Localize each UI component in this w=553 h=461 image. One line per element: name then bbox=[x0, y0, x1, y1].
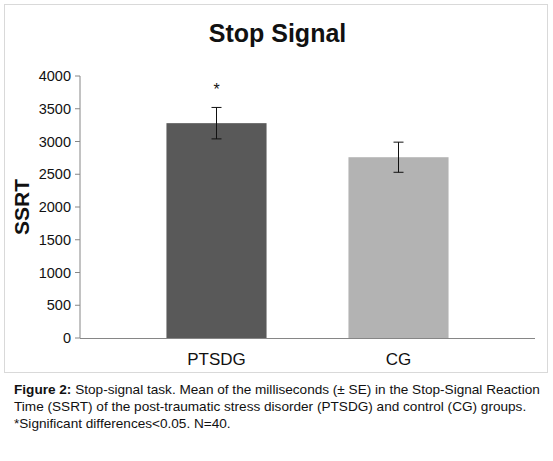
y-tick bbox=[75, 108, 80, 109]
x-tick-label: CG bbox=[386, 350, 412, 369]
y-axis-label: SSRT bbox=[10, 179, 33, 235]
x-axis bbox=[80, 338, 535, 339]
y-tick bbox=[75, 207, 80, 208]
y-tick bbox=[75, 305, 80, 306]
y-tick-label: 500 bbox=[47, 297, 71, 313]
error-bar bbox=[216, 107, 217, 138]
error-cap bbox=[394, 142, 404, 143]
title: Stop Signal bbox=[209, 19, 347, 47]
error-cap bbox=[212, 107, 222, 108]
y-tick-label: 0 bbox=[63, 330, 71, 346]
y-tick bbox=[75, 76, 80, 77]
y-tick bbox=[75, 272, 80, 273]
caption-label: Figure 2: bbox=[14, 382, 71, 397]
y-axis bbox=[80, 76, 81, 338]
y-tick-label: 3000 bbox=[39, 134, 71, 150]
y-tick-label: 3500 bbox=[39, 101, 71, 117]
y-tick-label: 2500 bbox=[39, 166, 71, 182]
y-tick bbox=[75, 338, 80, 339]
x-tick-label: PTSDG bbox=[187, 350, 246, 369]
error-bar bbox=[398, 142, 399, 172]
bar bbox=[348, 157, 448, 338]
y-tick-label: 1000 bbox=[39, 265, 71, 281]
error-cap bbox=[394, 172, 404, 173]
y-tick bbox=[75, 239, 80, 240]
y-tick-label: 2000 bbox=[39, 199, 71, 215]
chart-frame bbox=[5, 5, 548, 373]
y-tick-label: 4000 bbox=[39, 68, 71, 84]
y-tick-label: 1500 bbox=[39, 232, 71, 248]
annotation: * bbox=[213, 81, 219, 98]
caption-box: Figure 2: Stop-signal task. Mean of the … bbox=[14, 381, 542, 432]
y-tick bbox=[75, 174, 80, 175]
error-cap bbox=[212, 138, 222, 139]
y-tick bbox=[75, 141, 80, 142]
bar bbox=[166, 123, 266, 338]
caption-text: Stop-signal task. Mean of the millisecon… bbox=[14, 382, 540, 431]
